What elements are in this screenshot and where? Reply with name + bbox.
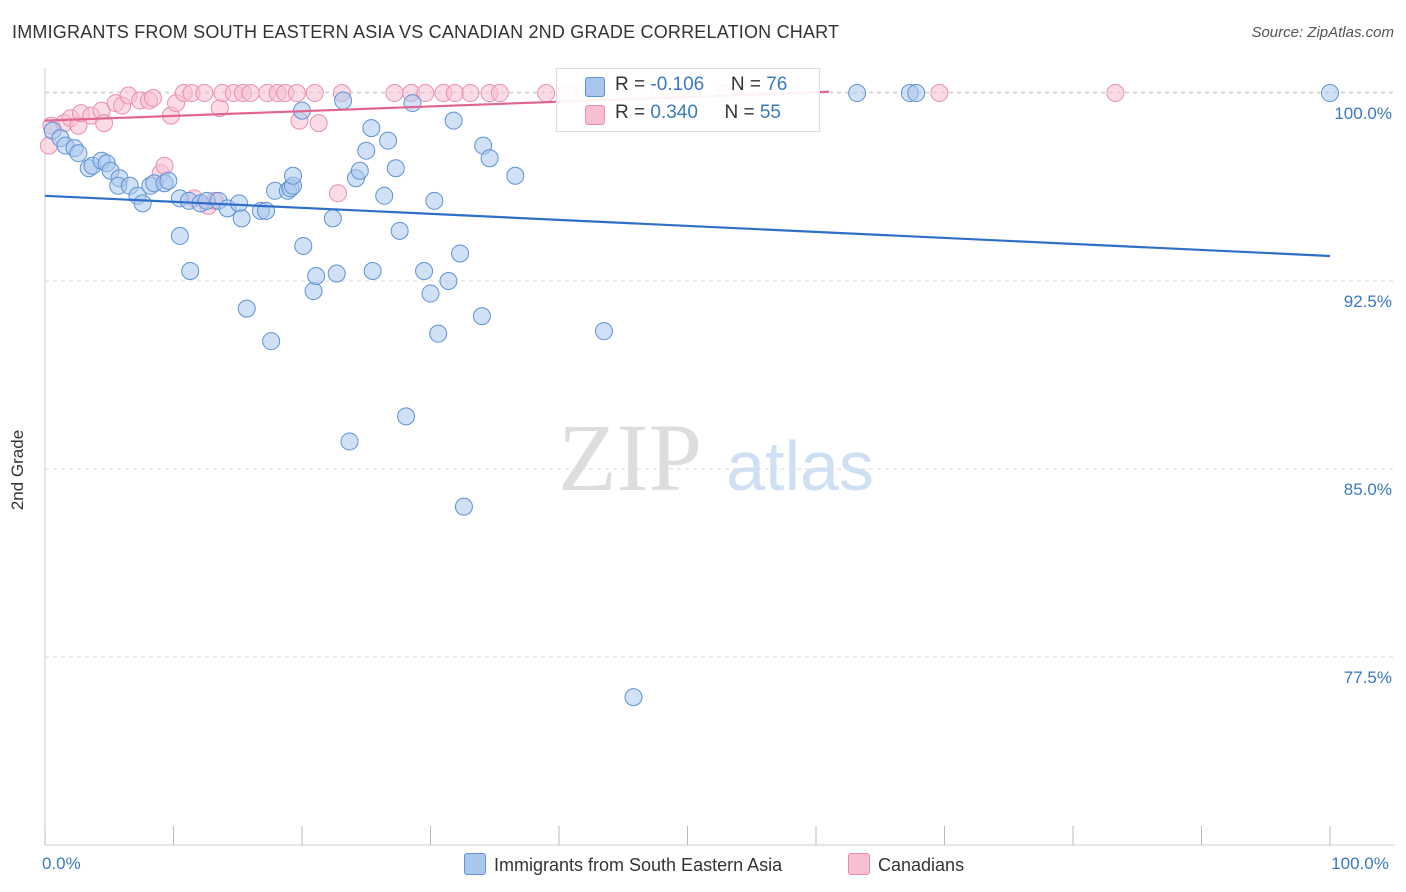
sea-immigrants-point <box>415 262 434 281</box>
sea-immigrants-point <box>327 264 346 283</box>
legend-n-value: 55 <box>759 102 781 123</box>
legend-r-label: R = <box>615 74 651 95</box>
sea-immigrants-point <box>907 84 926 103</box>
sea-immigrants-point <box>357 141 376 160</box>
x-tick-label: 0.0% <box>42 854 81 873</box>
sea-immigrants-point <box>454 497 473 516</box>
canadians-point <box>537 84 556 103</box>
sea-immigrants-point <box>594 322 613 341</box>
tick-labels: 100.0% 92.5% 85.0% 77.5% 0.0% 100.0% <box>42 104 1392 873</box>
sea-immigrants-point <box>403 94 422 113</box>
canadians-point <box>416 84 435 103</box>
watermark: ZIP atlas <box>558 404 874 511</box>
sea-immigrants-point <box>340 432 359 451</box>
sea-immigrants-point <box>506 166 525 185</box>
sea-immigrants-point <box>237 299 256 318</box>
canadians-point <box>1106 84 1125 103</box>
bottom-legend-swatch-pink <box>848 853 870 875</box>
sea-immigrants-point <box>133 194 152 213</box>
sea-immigrants-point <box>262 332 281 351</box>
sea-immigrants-point <box>159 171 178 190</box>
watermark-atlas: atlas <box>726 427 874 505</box>
canadians-point <box>930 84 949 103</box>
correlation-legend: R = -0.106 N = 76 R = 0.340 N = 55 <box>556 68 820 132</box>
bottom-legend-label: Immigrants from South Eastern Asia <box>494 855 783 875</box>
source-credit: Source: ZipAtlas.com <box>1251 24 1394 41</box>
sea-immigrants-point <box>375 186 394 205</box>
sea-immigrants-point <box>390 221 409 240</box>
sea-immigrants-point <box>480 149 499 168</box>
legend-row-series2: R = 0.340 N = 55 <box>615 102 781 124</box>
y-tick-label: 100.0% <box>1334 104 1392 123</box>
canadians-point <box>287 84 306 103</box>
sea-immigrants-point <box>304 282 323 301</box>
sea-immigrants-point <box>472 307 491 326</box>
sea-immigrants-point <box>232 209 251 228</box>
canadians-point <box>143 89 162 108</box>
canadians-point <box>155 156 174 175</box>
chart-title: IMMIGRANTS FROM SOUTH EASTERN ASIA VS CA… <box>12 22 840 42</box>
legend-r-value: 0.340 <box>650 102 698 123</box>
sea-immigrants-point <box>362 119 381 138</box>
sea-immigrants-point <box>284 166 303 185</box>
bottom-legend-series2: Canadians <box>848 853 964 876</box>
sea-immigrants-point <box>230 194 249 213</box>
canadians-point <box>490 84 509 103</box>
sea-immigrants-point <box>170 226 189 245</box>
sea-immigrants-point <box>181 262 200 281</box>
sea-immigrants-point <box>397 407 416 426</box>
sea-immigrants-point <box>624 688 643 707</box>
sea-immigrants-point <box>848 84 867 103</box>
sea-immigrants-point <box>334 91 353 110</box>
bottom-legend-series1: Immigrants from South Eastern Asia <box>464 853 782 876</box>
sea-immigrants-point <box>350 161 369 180</box>
bottom-legend-label: Canadians <box>878 855 965 875</box>
canadians-point <box>309 114 328 133</box>
legend-n-label: N = <box>724 102 760 123</box>
sea-immigrants-point <box>421 284 440 303</box>
sea-immigrants-point <box>69 144 88 163</box>
sea-immigrants-point <box>439 272 458 291</box>
bottom-legend-swatch-blue <box>464 853 486 875</box>
canadians-point <box>195 84 214 103</box>
sea-immigrants-point <box>379 131 398 150</box>
y-tick-label: 85.0% <box>1344 480 1392 499</box>
sea-immigrants-trend-line <box>44 194 1331 258</box>
sea-immigrants-point <box>323 209 342 228</box>
legend-n-label: N = <box>730 74 767 95</box>
sea-immigrants-point <box>307 267 326 286</box>
sea-immigrants-point <box>386 159 405 178</box>
y-tick-label: 92.5% <box>1344 292 1392 311</box>
canadians-point <box>385 84 404 103</box>
sea-immigrants-point <box>1321 84 1339 103</box>
y-tick-label: 77.5% <box>1344 668 1392 687</box>
gridlines <box>45 91 1395 658</box>
sea-immigrants-point <box>294 236 313 255</box>
legend-row-series1: R = -0.106 N = 76 <box>615 74 787 96</box>
sea-immigrants-point <box>429 324 448 343</box>
watermark-zip: ZIP <box>558 404 702 511</box>
legend-r-value: -0.106 <box>650 74 705 95</box>
sea-immigrants-points <box>43 84 1339 707</box>
canadians-point <box>328 184 347 203</box>
legend-swatch-pink <box>585 105 605 125</box>
sea-immigrants-point <box>451 244 470 263</box>
sea-immigrants-point <box>363 262 382 281</box>
axes <box>44 68 1395 846</box>
legend-swatch-blue <box>585 77 605 97</box>
legend-r-label: R = <box>615 102 651 123</box>
sea-immigrants-point <box>444 111 463 130</box>
canadians-point <box>461 84 480 103</box>
canadians-point <box>445 84 464 103</box>
sea-immigrants-point <box>425 191 444 210</box>
canadians-point <box>241 84 260 103</box>
legend-n-value: 76 <box>766 74 788 95</box>
x-tick-label: 100.0% <box>1331 854 1389 873</box>
canadians-point <box>305 84 324 103</box>
